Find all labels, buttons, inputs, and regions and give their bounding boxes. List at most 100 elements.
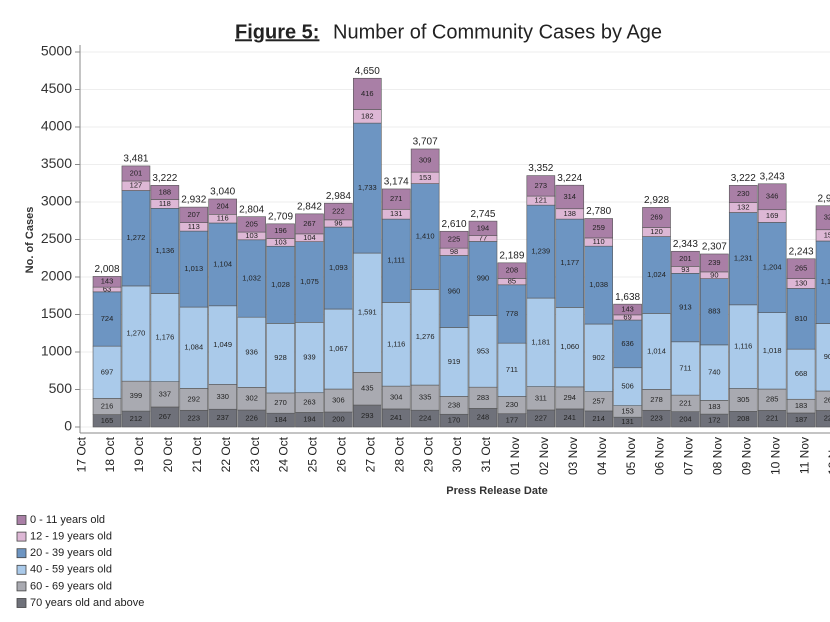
x-tick-label: 06 Nov	[653, 437, 667, 475]
segment-label: 1,028	[271, 280, 290, 289]
segment-label: 1,276	[416, 332, 435, 341]
segment-label: 636	[621, 339, 634, 348]
total-label: 2,984	[326, 191, 351, 202]
bar-segment	[468, 241, 498, 316]
bar-segment	[150, 293, 180, 382]
total-label: 3,222	[731, 173, 756, 184]
bar-segment	[584, 218, 613, 239]
total-label: 2,709	[268, 211, 293, 222]
y-tick-label: 3500	[41, 155, 72, 171]
segment-label: 1,075	[300, 277, 319, 286]
segment-label: 257	[592, 396, 605, 405]
x-tick-label: 08 Nov	[711, 437, 725, 475]
bar-segment	[526, 175, 556, 197]
bar-segment	[121, 190, 151, 287]
segment-label: 900	[824, 352, 830, 361]
segment-label: 184	[274, 415, 287, 424]
total-label: 2,842	[297, 201, 322, 212]
bar-segment	[381, 188, 411, 210]
legend-label: 60 - 69 years old	[30, 580, 112, 592]
segment-label: 259	[592, 223, 605, 232]
segment-label: 205	[245, 219, 258, 228]
bar-segment	[700, 344, 729, 401]
segment-label: 201	[679, 254, 692, 263]
x-tick-label: 30 Oct	[450, 436, 464, 472]
x-tick-label: 07 Nov	[682, 437, 696, 475]
x-tick-label: 20 Oct	[161, 436, 175, 472]
bar-segment	[92, 276, 122, 288]
segment-label: 1,018	[763, 346, 782, 355]
segment-label: 238	[448, 400, 461, 409]
segment-label: 220	[824, 414, 830, 423]
segment-label: 435	[361, 384, 374, 393]
total-label: 3,707	[413, 137, 438, 148]
segment-label: 337	[159, 389, 172, 398]
x-tick-label: 09 Nov	[739, 437, 753, 475]
segment-label: 85	[508, 277, 516, 286]
bar-segment	[179, 230, 209, 308]
legend-swatch	[16, 564, 27, 575]
total-label: 2,928	[644, 195, 669, 206]
total-label: 2,804	[239, 204, 264, 215]
total-label: 2,307	[702, 242, 727, 253]
segment-label: 302	[245, 394, 258, 403]
x-tick-label: 10 Nov	[768, 437, 782, 475]
bar-segment	[439, 327, 469, 397]
segment-label: 170	[448, 416, 461, 425]
bar-segment	[410, 148, 440, 173]
segment-label: 335	[419, 393, 432, 402]
total-label: 3,040	[210, 187, 235, 198]
x-tick-label: 23 Oct	[248, 436, 262, 472]
segment-label: 143	[621, 304, 634, 313]
segment-label: 1,181	[531, 337, 550, 346]
bar-segment	[324, 308, 353, 390]
segment-label: 196	[274, 226, 287, 235]
segment-label: 127	[130, 181, 143, 190]
segment-label: 239	[708, 258, 721, 267]
bar-segment	[584, 245, 613, 325]
segment-label: 309	[419, 156, 432, 165]
segment-label: 346	[766, 192, 779, 201]
segment-label: 212	[130, 414, 143, 423]
x-tick-label: 28 Oct	[392, 436, 406, 472]
bar-segment	[584, 323, 613, 392]
segment-label: 294	[563, 393, 576, 402]
segment-label: 283	[477, 393, 490, 402]
y-tick-label: 0	[64, 418, 72, 434]
bar-segment	[815, 323, 830, 392]
legend-swatch	[16, 515, 27, 525]
bar-segment	[642, 313, 671, 390]
total-label: 2,780	[586, 206, 611, 217]
bar-segment	[410, 289, 440, 386]
bar-segment	[526, 297, 556, 387]
total-label: 2,343	[673, 239, 698, 250]
x-tick-label: 11 Nov	[797, 437, 811, 474]
segment-label: 221	[766, 414, 779, 423]
segment-label: 1,136	[155, 246, 174, 255]
segment-label: 1,067	[329, 344, 348, 353]
bar-segment	[642, 236, 671, 314]
x-tick-label: 19 Oct	[132, 436, 146, 472]
segment-label: 330	[216, 392, 229, 401]
segment-label: 226	[245, 414, 258, 423]
bar-segment	[671, 250, 700, 267]
segment-label: 267	[303, 219, 316, 228]
x-tick-label: 03 Nov	[566, 437, 580, 475]
segment-label: 668	[795, 369, 808, 378]
bar-segment	[815, 410, 830, 428]
segment-label: 77	[479, 234, 487, 243]
segment-label: 208	[506, 266, 519, 275]
segment-label: 204	[679, 414, 692, 423]
bar-segment	[237, 239, 266, 318]
segment-label: 143	[101, 277, 114, 286]
legend-label: 20 - 39 years old	[30, 547, 112, 559]
segment-label: 169	[766, 211, 779, 220]
bar-segment	[439, 230, 469, 249]
x-tick-label: 22 Oct	[219, 436, 233, 472]
segment-label: 90	[710, 270, 718, 279]
segment-label: 1,060	[560, 342, 579, 351]
segment-label: 1,093	[329, 263, 348, 272]
bar-segment	[237, 216, 266, 233]
segment-label: 241	[390, 413, 403, 422]
